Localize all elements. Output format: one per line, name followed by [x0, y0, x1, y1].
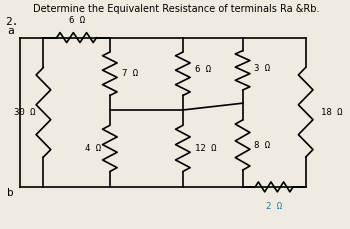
Text: b: b: [7, 188, 14, 198]
Text: 12 Ω: 12 Ω: [195, 144, 217, 153]
Text: 2.: 2.: [5, 17, 19, 27]
Text: 6 Ω: 6 Ω: [195, 65, 212, 74]
Text: Determine the Equivalent Resistance of terminals Ra &Rb.: Determine the Equivalent Resistance of t…: [33, 4, 320, 14]
Text: 18 Ω: 18 Ω: [321, 108, 342, 117]
Text: 3 Ω: 3 Ω: [253, 64, 270, 73]
Text: 2 Ω: 2 Ω: [266, 202, 282, 211]
Text: a: a: [7, 27, 14, 36]
Text: 30 Ω: 30 Ω: [14, 108, 36, 117]
Text: 6 Ω: 6 Ω: [69, 16, 85, 25]
Text: 4 Ω: 4 Ω: [85, 144, 101, 153]
Text: 8 Ω: 8 Ω: [253, 141, 270, 150]
Text: 7 Ω: 7 Ω: [122, 69, 139, 78]
